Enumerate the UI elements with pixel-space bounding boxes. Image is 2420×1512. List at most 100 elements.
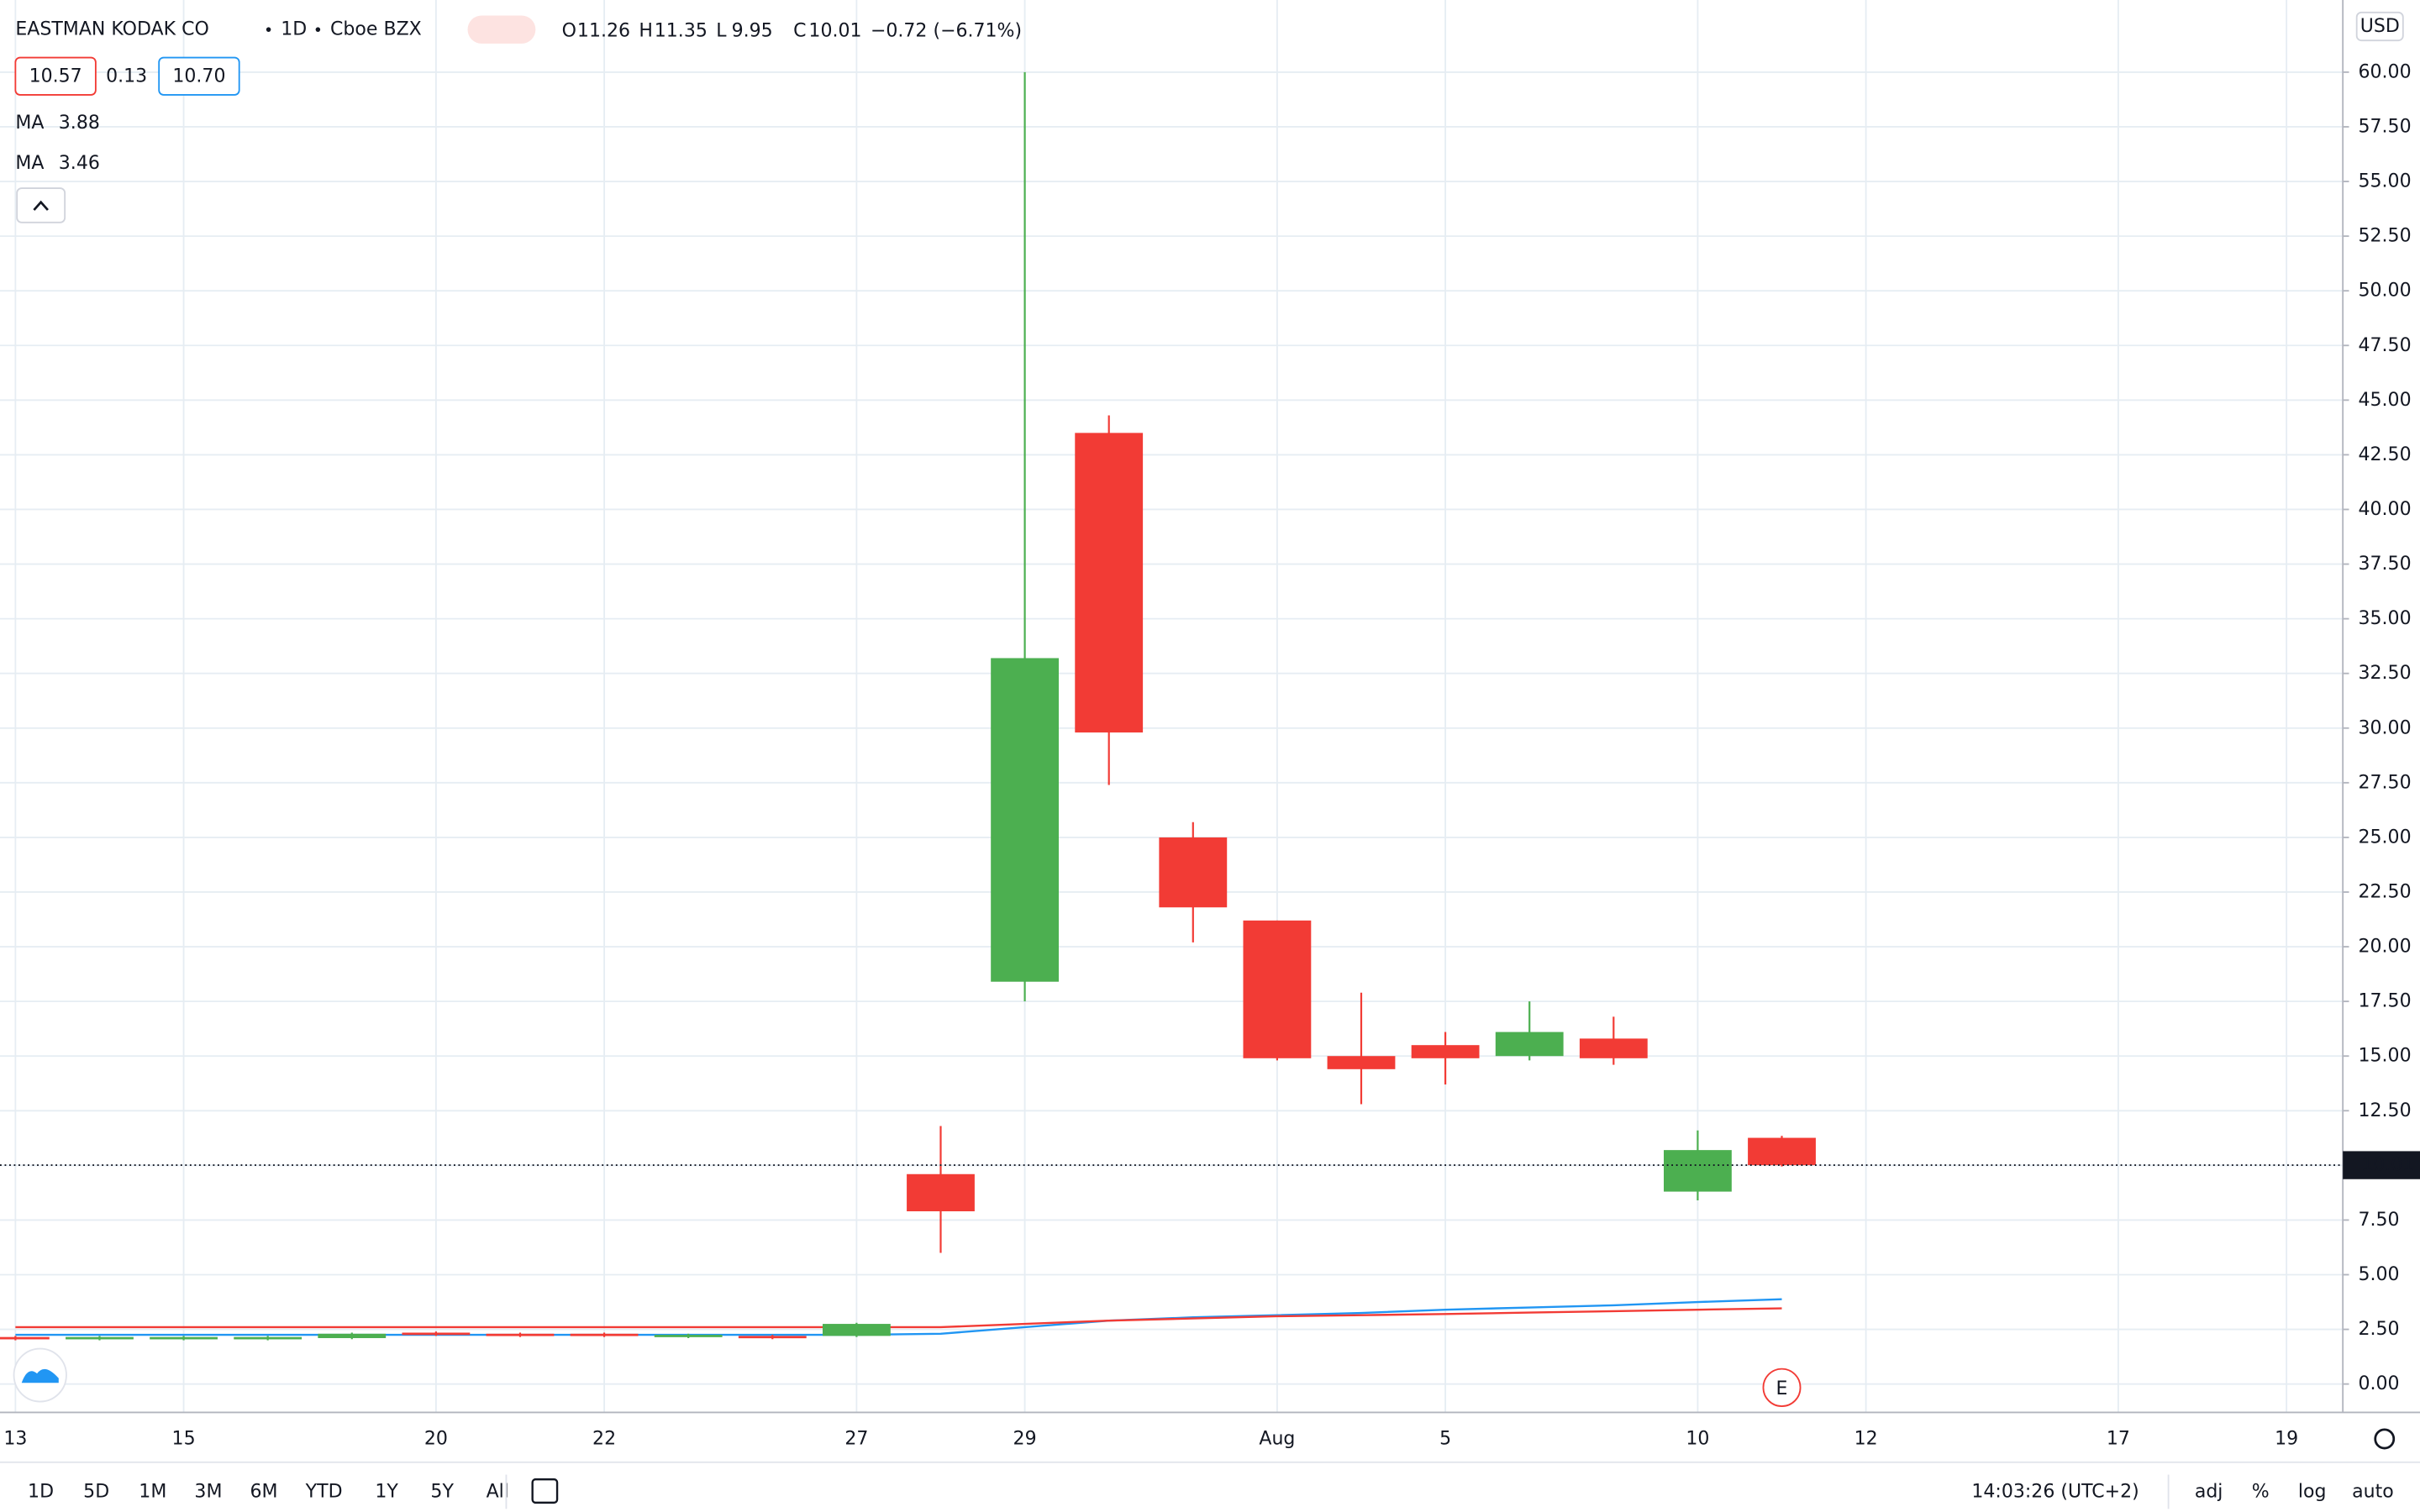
separator xyxy=(266,27,271,32)
candle-body xyxy=(1327,1056,1396,1069)
y-tick-label: 40.00 xyxy=(2359,498,2412,520)
x-tick-label: 17 xyxy=(2107,1427,2130,1449)
y-tick-label: 42.50 xyxy=(2359,444,2412,465)
candle-body xyxy=(1495,1032,1564,1057)
candle-body xyxy=(150,1336,218,1340)
bid: 10.57 xyxy=(29,65,82,87)
candle-body xyxy=(486,1333,555,1336)
candle-body xyxy=(738,1336,807,1339)
candle-body xyxy=(654,1335,723,1337)
y-tick-label: 20.00 xyxy=(2359,936,2412,958)
y-tick-label: 37.50 xyxy=(2359,553,2412,575)
candle-body xyxy=(1579,1038,1648,1058)
candle-body xyxy=(66,1336,134,1340)
candle-body xyxy=(907,1173,975,1212)
y-tick-label: 55.00 xyxy=(2359,170,2412,192)
ma-line xyxy=(15,1298,1782,1336)
range-button[interactable]: 6M xyxy=(250,1480,278,1502)
y-tick-label: 32.50 xyxy=(2359,662,2412,684)
y-tick-label: 22.50 xyxy=(2359,880,2412,902)
spread: 0.13 xyxy=(106,65,147,87)
x-tick-label: 20 xyxy=(424,1427,448,1449)
y-tick-label: 15.00 xyxy=(2359,1045,2412,1067)
ohlc-key: O xyxy=(562,19,576,41)
x-tick-label: 29 xyxy=(1013,1427,1037,1449)
range-button[interactable]: All xyxy=(487,1480,509,1502)
earnings-marker[interactable] xyxy=(1762,1368,1802,1407)
ma-line xyxy=(15,1307,1782,1329)
x-tick-label: 19 xyxy=(2275,1427,2298,1449)
scale-option[interactable]: adj xyxy=(2195,1480,2223,1502)
range-button[interactable]: 5D xyxy=(83,1480,109,1502)
y-tick-label: 2.50 xyxy=(2359,1318,2400,1340)
x-tick-label: 10 xyxy=(1686,1427,1709,1449)
candle-body xyxy=(570,1333,639,1336)
symbol: EASTMAN KODAK CO xyxy=(15,18,208,40)
last-price-label: 10.01 xyxy=(2361,1154,2414,1176)
y-tick-label: 0.00 xyxy=(2359,1373,2400,1394)
ohlc-value: 11.26 xyxy=(577,19,630,41)
range-button[interactable]: 3M xyxy=(194,1480,222,1502)
ohlc-value: 9.95 xyxy=(732,19,773,41)
collapse-icon xyxy=(33,200,49,211)
candle-body xyxy=(1748,1137,1816,1166)
settings-icon[interactable] xyxy=(2374,1428,2396,1450)
ask: 10.70 xyxy=(172,65,225,87)
range-button[interactable]: 1Y xyxy=(375,1480,398,1502)
candle-body xyxy=(1664,1150,1732,1192)
currency: USD xyxy=(2360,15,2400,37)
candle-body xyxy=(1243,920,1312,1058)
y-tick-label: 45.00 xyxy=(2359,389,2412,411)
candle-body xyxy=(991,658,1059,982)
candle-body xyxy=(234,1336,302,1340)
change: −0.72 (−6.71%) xyxy=(871,19,1022,41)
last-price-box xyxy=(2343,1151,2420,1179)
y-tick-label: 35.00 xyxy=(2359,607,2412,629)
interval: 1D xyxy=(281,18,307,40)
status-badge xyxy=(467,15,536,44)
x-tick-label: 12 xyxy=(1854,1427,1878,1449)
range-button[interactable]: YTD xyxy=(305,1480,343,1502)
x-tick-label: 27 xyxy=(844,1427,868,1449)
y-tick-label: 47.50 xyxy=(2359,334,2412,356)
ask-box[interactable] xyxy=(158,56,240,96)
ma-legend-value: 3.46 xyxy=(59,152,100,174)
candle-body xyxy=(822,1324,891,1336)
ohlc-key: H xyxy=(639,19,653,41)
x-tick-label: 13 xyxy=(3,1427,27,1449)
separator xyxy=(315,27,321,32)
range-button[interactable]: 1D xyxy=(28,1480,54,1502)
range-button[interactable]: 1M xyxy=(139,1480,166,1502)
bid-box[interactable] xyxy=(14,56,97,96)
range-button[interactable]: 5Y xyxy=(430,1480,454,1502)
x-tick-label: Aug xyxy=(1259,1427,1295,1449)
scale-option[interactable]: % xyxy=(2252,1480,2270,1502)
date-range-icon[interactable] xyxy=(531,1478,559,1504)
y-tick-label: 52.50 xyxy=(2359,225,2412,247)
y-tick-label: 60.00 xyxy=(2359,60,2412,82)
candle-body xyxy=(1411,1045,1480,1058)
y-tick-label: 25.00 xyxy=(2359,826,2412,848)
clock: 14:03:26 (UTC+2) xyxy=(1971,1480,2139,1502)
earnings-label: E xyxy=(1776,1378,1788,1399)
exchange: Cboe BZX xyxy=(330,18,422,40)
y-tick-label: 12.50 xyxy=(2359,1100,2412,1121)
collapse-button[interactable] xyxy=(16,187,66,223)
scale-option[interactable]: auto xyxy=(2352,1480,2394,1502)
candle-body xyxy=(402,1332,471,1336)
ma-legend-label: MA xyxy=(15,112,44,134)
x-tick-label: 22 xyxy=(592,1427,616,1449)
logo-icon xyxy=(21,1368,59,1383)
y-tick-label: 57.50 xyxy=(2359,115,2412,137)
candle-body xyxy=(0,1336,50,1340)
y-tick-label: 17.50 xyxy=(2359,990,2412,1012)
ohlc-value: 10.01 xyxy=(808,19,861,41)
y-tick-label: 30.00 xyxy=(2359,717,2412,738)
ohlc-key: L xyxy=(716,19,727,41)
x-tick-label: 15 xyxy=(172,1427,196,1449)
ohlc-value: 11.35 xyxy=(655,19,708,41)
scale-option[interactable]: log xyxy=(2298,1480,2327,1502)
